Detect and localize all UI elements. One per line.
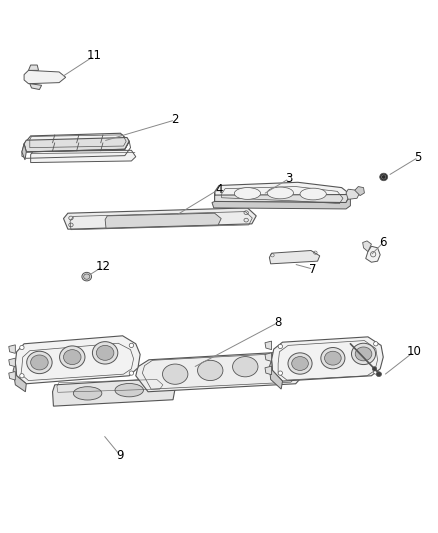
Ellipse shape	[84, 274, 90, 279]
Text: 10: 10	[406, 345, 421, 358]
Polygon shape	[22, 144, 26, 160]
Text: 8: 8	[275, 316, 282, 329]
Text: 2: 2	[171, 114, 179, 126]
Ellipse shape	[20, 345, 24, 350]
Polygon shape	[265, 353, 272, 361]
Ellipse shape	[278, 371, 283, 375]
Polygon shape	[363, 241, 371, 252]
Ellipse shape	[20, 374, 24, 378]
Polygon shape	[64, 208, 256, 229]
Text: 6: 6	[379, 236, 387, 249]
Polygon shape	[269, 251, 320, 264]
Ellipse shape	[300, 188, 326, 200]
Polygon shape	[366, 246, 380, 262]
Polygon shape	[53, 378, 175, 406]
Ellipse shape	[233, 357, 258, 377]
Polygon shape	[355, 187, 364, 196]
Ellipse shape	[162, 364, 188, 384]
Ellipse shape	[380, 173, 388, 181]
Ellipse shape	[372, 367, 377, 371]
Ellipse shape	[115, 384, 143, 397]
Polygon shape	[30, 84, 42, 90]
Polygon shape	[24, 133, 129, 152]
Ellipse shape	[355, 347, 372, 361]
Text: 4: 4	[215, 183, 223, 196]
Polygon shape	[105, 213, 221, 228]
Ellipse shape	[64, 350, 81, 365]
Ellipse shape	[27, 351, 52, 374]
Polygon shape	[346, 189, 359, 199]
Ellipse shape	[234, 188, 261, 199]
Text: 5: 5	[415, 151, 422, 164]
Ellipse shape	[31, 355, 48, 370]
Ellipse shape	[288, 353, 312, 374]
Text: 7: 7	[309, 263, 317, 276]
Ellipse shape	[376, 372, 381, 376]
Polygon shape	[265, 341, 272, 350]
Polygon shape	[212, 195, 350, 209]
Text: 12: 12	[95, 260, 110, 273]
Text: 3: 3	[286, 172, 293, 185]
Ellipse shape	[374, 342, 378, 346]
Polygon shape	[269, 360, 283, 389]
Ellipse shape	[351, 343, 376, 365]
Polygon shape	[9, 372, 15, 380]
Ellipse shape	[92, 342, 118, 364]
Ellipse shape	[321, 348, 345, 369]
Polygon shape	[215, 189, 350, 203]
Polygon shape	[28, 65, 39, 70]
Ellipse shape	[278, 344, 283, 349]
Ellipse shape	[129, 343, 134, 348]
Polygon shape	[9, 358, 15, 367]
Polygon shape	[265, 366, 272, 375]
Ellipse shape	[74, 387, 102, 400]
Ellipse shape	[60, 346, 85, 368]
Polygon shape	[15, 336, 140, 384]
Ellipse shape	[374, 370, 378, 374]
Polygon shape	[136, 352, 304, 392]
Text: 11: 11	[87, 50, 102, 62]
Polygon shape	[272, 337, 383, 381]
Ellipse shape	[292, 357, 308, 370]
Ellipse shape	[129, 371, 134, 375]
Ellipse shape	[198, 360, 223, 381]
Text: 9: 9	[117, 449, 124, 462]
Polygon shape	[24, 138, 129, 152]
Polygon shape	[13, 362, 26, 392]
Polygon shape	[24, 70, 66, 84]
Ellipse shape	[267, 187, 293, 199]
Ellipse shape	[325, 351, 341, 365]
Polygon shape	[215, 182, 350, 205]
Polygon shape	[9, 345, 15, 353]
Ellipse shape	[96, 345, 114, 360]
Ellipse shape	[82, 272, 92, 281]
Polygon shape	[31, 150, 136, 163]
